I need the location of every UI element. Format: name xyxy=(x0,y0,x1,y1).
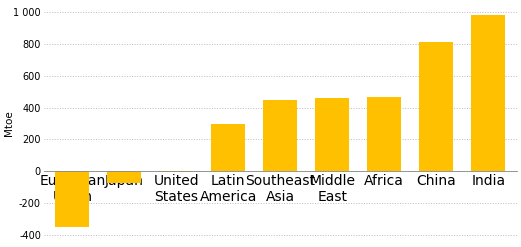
Bar xyxy=(107,171,141,183)
Bar xyxy=(472,15,505,171)
Bar xyxy=(212,124,245,171)
Y-axis label: Mtoe: Mtoe xyxy=(4,111,14,136)
Bar xyxy=(264,101,297,171)
Bar xyxy=(419,42,453,171)
Bar xyxy=(159,171,193,172)
Bar xyxy=(55,171,89,227)
Bar xyxy=(367,97,401,171)
Bar xyxy=(315,98,349,171)
